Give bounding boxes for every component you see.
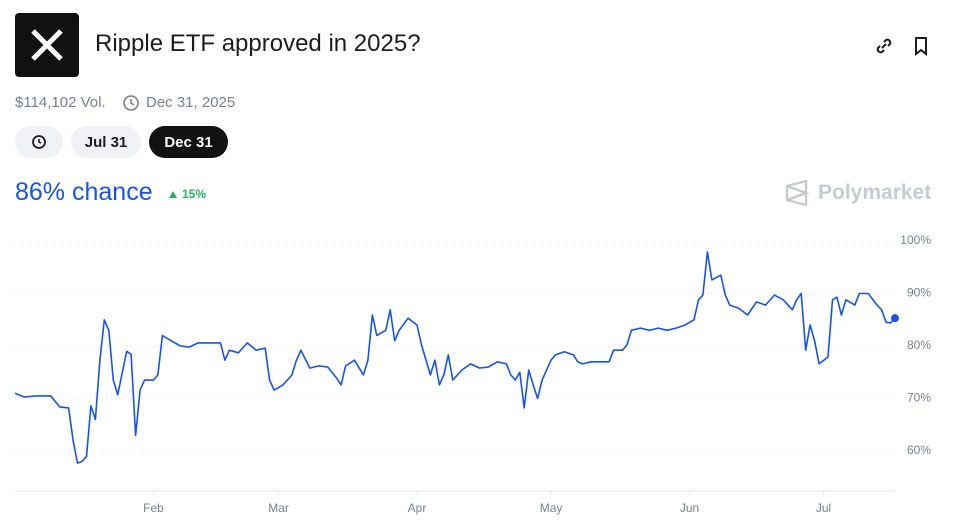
history-tab[interactable] — [15, 126, 63, 158]
y-tick-label: 80% — [907, 338, 931, 352]
chance: 86% chance — [15, 178, 153, 206]
last-point — [891, 314, 899, 323]
link-button[interactable] — [874, 36, 894, 56]
y-tick-label: 100% — [900, 233, 931, 247]
bookmark-button[interactable] — [911, 36, 931, 56]
x-tick-label: Jun — [680, 501, 699, 515]
x-tick-label: Feb — [143, 501, 164, 515]
y-tick-label: 90% — [907, 286, 931, 300]
change: 15% — [182, 187, 207, 201]
price-line — [14, 251, 896, 464]
x-tick-label: Mar — [268, 501, 289, 515]
market-icon — [15, 13, 79, 77]
x-tick-label: Apr — [408, 501, 427, 515]
brand: Polymarket — [818, 181, 932, 204]
y-tick-label: 60% — [907, 443, 931, 457]
volume: $114,102 Vol. — [15, 94, 106, 111]
up-arrow — [169, 191, 177, 198]
end-date: Dec 31, 2025 — [146, 94, 236, 111]
x-tick-label: May — [540, 501, 563, 515]
x-tick-label: Jul — [816, 501, 831, 515]
clock-icon — [123, 95, 139, 111]
y-tick-label: 70% — [907, 391, 931, 405]
brand-logo — [785, 180, 810, 206]
date-tab[interactable]: Jul 31 — [71, 126, 141, 158]
title: Ripple ETF approved in 2025? — [95, 30, 421, 57]
date-tab-active[interactable]: Dec 31 — [149, 126, 228, 158]
